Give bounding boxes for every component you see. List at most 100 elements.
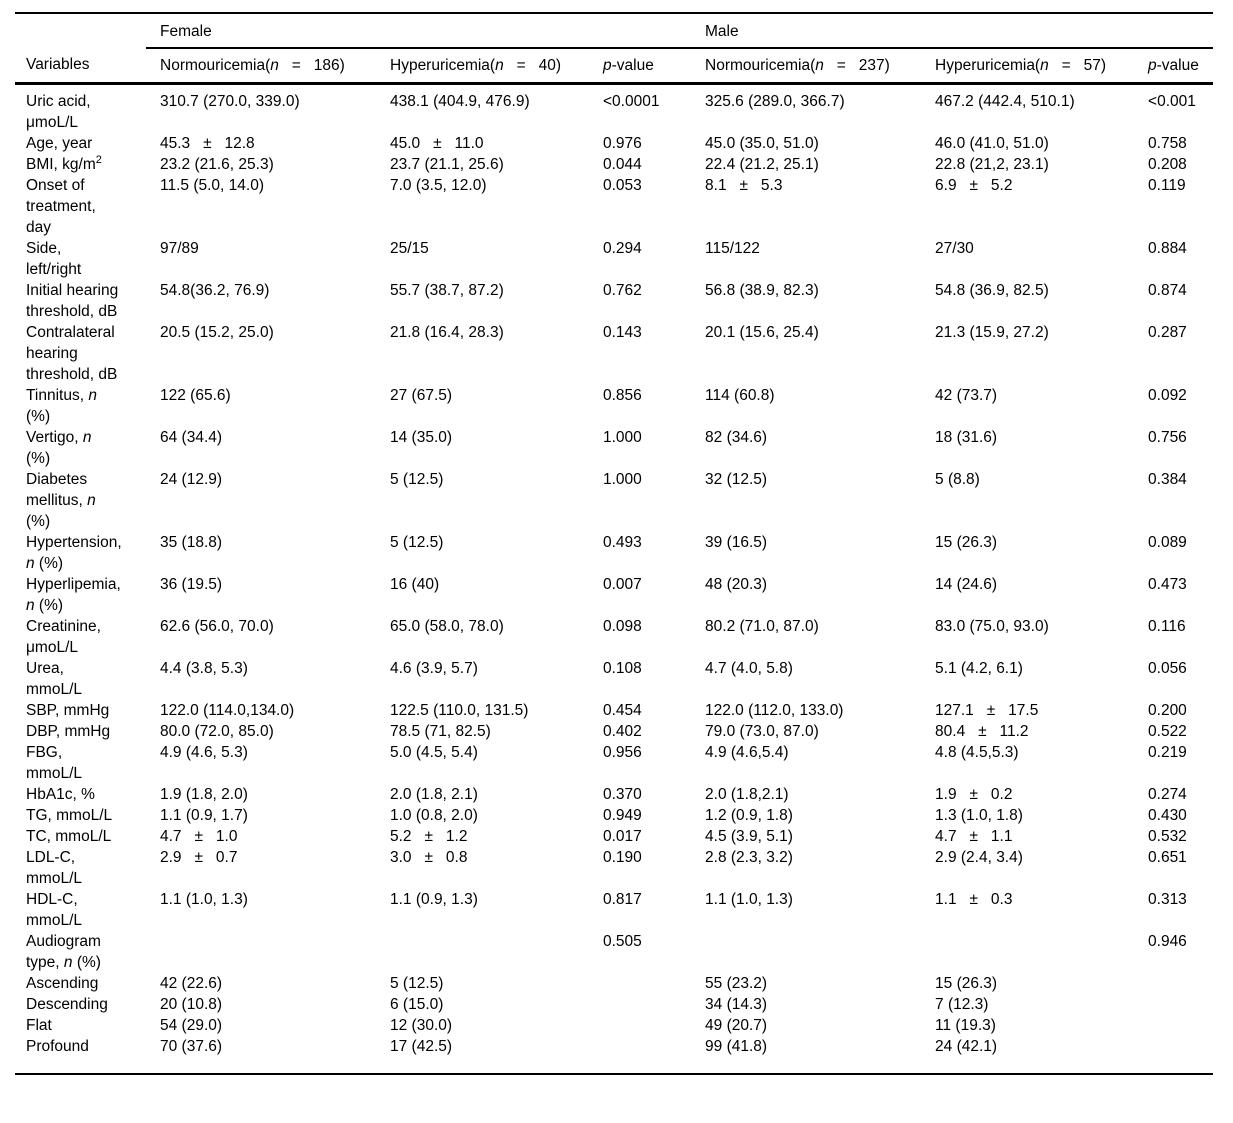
normouricemia-male-cell: 325.6 (289.0, 366.7) <box>705 93 845 110</box>
normouricemia-male-cell: 1.2 (0.9, 1.8) <box>705 807 793 824</box>
column-header-hyperuricemia-female: Hyperuricemia(n = 40) <box>390 48 603 85</box>
table-row: Profound 70 (37.6) 17 (42.5) 99 (41.8) 24 (4… <box>15 1036 1213 1074</box>
hyperuricemia-male-cell: 24 (42.1) <box>935 1038 998 1055</box>
pvalue-female-cell: 0.949 <box>603 807 642 824</box>
variable-cell: BMI, kg/m2 <box>26 153 102 173</box>
normouricemia-male-cell: 4.7 (4.0, 5.8) <box>705 660 793 677</box>
table-row: SBP, mmHg 122.0 (114.0,134.0) 122.5 (110.0… <box>15 700 1213 721</box>
normouricemia-female-cell: 42 (22.6) <box>160 975 223 992</box>
normouricemia-female-cell: 24 (12.9) <box>160 471 223 488</box>
hyperuricemia-male-cell: 22.8 (21,2, 23.1) <box>935 156 1049 173</box>
normouricemia-female-cell: 1.1 (0.9, 1.7) <box>160 807 248 824</box>
hyperuricemia-female-cell: 4.6 (3.9, 5.7) <box>390 660 478 677</box>
hyperuricemia-female-cell: 23.7 (21.1, 25.6) <box>390 156 504 173</box>
hyperuricemia-female-cell: 438.1 (404.9, 476.9) <box>390 93 530 110</box>
normouricemia-female-cell: 1.9 (1.8, 2.0) <box>160 786 248 803</box>
normouricemia-female-cell <box>146 931 390 973</box>
pvalue-female-cell: 0.454 <box>603 702 642 719</box>
table-row: BMI, kg/m2 23.2 (21.6, 25.3) 23.7 (21.1, 2… <box>15 154 1213 175</box>
normouricemia-male-cell: 49 (20.7) <box>705 1017 768 1034</box>
pvalue-male-cell: 0.274 <box>1148 786 1187 803</box>
column-header-hyperuricemia-male: Hyperuricemia(n = 57) <box>935 48 1149 85</box>
pvalue-female-cell: 0.143 <box>603 324 642 341</box>
pvalue-male-cell: 0.287 <box>1148 324 1187 341</box>
hyperuricemia-male-cell: 54.8 (36.9, 82.5) <box>935 282 1049 299</box>
variable-cell: Audiogram type, n (%) <box>26 933 101 971</box>
pvalue-male-cell: 0.384 <box>1148 471 1187 488</box>
hyperuricemia-female-cell: 16 (40) <box>390 576 440 593</box>
normouricemia-female-cell: 36 (19.5) <box>160 576 223 593</box>
variable-cell: Age, year <box>26 135 93 152</box>
normouricemia-female-cell: 97/89 <box>160 240 199 257</box>
pvalue-female-cell: 1.000 <box>603 471 642 488</box>
hyperuricemia-female-cell: 5 (12.5) <box>390 534 444 551</box>
hyperuricemia-male-cell: 21.3 (15.9, 27.2) <box>935 324 1049 341</box>
variable-cell: Contralateral hearing threshold, dB <box>26 324 118 383</box>
normouricemia-female-cell: 23.2 (21.6, 25.3) <box>160 156 274 173</box>
pvalue-male-cell: 0.884 <box>1148 240 1187 257</box>
normouricemia-female-cell: 310.7 (270.0, 339.0) <box>160 93 300 110</box>
hyperuricemia-male-cell: 42 (73.7) <box>935 387 998 404</box>
table-row: DBP, mmHg 80.0 (72.0, 85.0) 78.5 (71, 82.5… <box>15 721 1213 742</box>
hyperuricemia-female-cell: 12 (30.0) <box>390 1017 453 1034</box>
pvalue-female-cell: 0.108 <box>603 660 642 677</box>
hyperuricemia-female-cell: 6 (15.0) <box>390 996 444 1013</box>
hyperuricemia-male-cell: 14 (24.6) <box>935 576 998 593</box>
table-row: Age, year 45.3 ± 12.8 45.0 ± 11.0 0.976 45.0… <box>15 133 1213 154</box>
normouricemia-female-cell: 45.3 ± 12.8 <box>160 135 255 152</box>
hyperuricemia-male-cell: 18 (31.6) <box>935 429 998 446</box>
table-row: Flat 54 (29.0) 12 (30.0) 49 (20.7) 11 (19.3) <box>15 1015 1213 1036</box>
pvalue-female-cell: 1.000 <box>603 429 642 446</box>
variable-cell: Vertigo, n (%) <box>26 429 92 467</box>
pvalue-female-cell: 0.190 <box>603 849 642 866</box>
hyperuricemia-female-cell: 17 (42.5) <box>390 1038 453 1055</box>
hyperuricemia-female-cell: 21.8 (16.4, 28.3) <box>390 324 504 341</box>
normouricemia-male-cell: 82 (34.6) <box>705 429 768 446</box>
hyperuricemia-female-cell: 1.0 (0.8, 2.0) <box>390 807 478 824</box>
variable-cell: DBP, mmHg <box>26 723 111 740</box>
variable-cell: Hyperlipemia, n (%) <box>26 576 121 614</box>
hyperuricemia-female-cell: 65.0 (58.0, 78.0) <box>390 618 504 635</box>
hyperuricemia-male-cell: 4.8 (4.5,5.3) <box>935 744 1019 761</box>
normouricemia-male-cell: 1.1 (1.0, 1.3) <box>705 891 793 908</box>
normouricemia-male-cell: 32 (12.5) <box>705 471 768 488</box>
pvalue-male-cell: 0.208 <box>1148 156 1187 173</box>
normouricemia-male-cell: 99 (41.8) <box>705 1038 768 1055</box>
hyperuricemia-male-cell: 15 (26.3) <box>935 975 998 992</box>
normouricemia-female-cell: 64 (34.4) <box>160 429 223 446</box>
pvalue-female-cell: 0.098 <box>603 618 642 635</box>
pvalue-male-cell: 0.116 <box>1148 618 1186 635</box>
hyperuricemia-male-cell: 15 (26.3) <box>935 534 998 551</box>
normouricemia-female-cell: 2.9 ± 0.7 <box>160 849 238 866</box>
hyperuricemia-male-cell: 2.9 (2.4, 3.4) <box>935 849 1023 866</box>
pvalue-female-cell: <0.0001 <box>603 93 660 110</box>
table-row: TG, mmoL/L 1.1 (0.9, 1.7) 1.0 (0.8, 2.0) 0.… <box>15 805 1213 826</box>
pvalue-female-cell: 0.294 <box>603 240 642 257</box>
table-row: Initial hearing threshold, dB 54.8(36.2, … <box>15 280 1213 322</box>
variable-cell: HbA1c, % <box>26 786 95 803</box>
normouricemia-male-cell: 4.9 (4.6,5.4) <box>705 744 789 761</box>
hyperuricemia-male-cell: 1.9 ± 0.2 <box>935 786 1013 803</box>
pvalue-female-cell: 0.956 <box>603 744 642 761</box>
table-row: Hypertension, n (%) 35 (18.8) 5 (12.5) 0.49… <box>15 532 1213 574</box>
pvalue-female-cell <box>603 994 691 1015</box>
column-header-normouricemia-female: Normouricemia(n = 186) <box>146 48 390 85</box>
normouricemia-male-cell: 22.4 (21.2, 25.1) <box>705 156 819 173</box>
hyperuricemia-female-cell: 5.2 ± 1.2 <box>390 828 468 845</box>
column-header-normouricemia-male: Normouricemia(n = 237) <box>691 48 936 85</box>
hyperuricemia-female-cell: 25/15 <box>390 240 429 257</box>
hyperuricemia-male-cell: 127.1 ± 17.5 <box>935 702 1039 719</box>
hyperuricemia-female-cell <box>390 931 603 973</box>
table-row: FBG, mmoL/L 4.9 (4.6, 5.3) 5.0 (4.5, 5.4) 0… <box>15 742 1213 784</box>
table-row: Contralateral hearing threshold, dB 20.5 … <box>15 322 1213 385</box>
variable-cell: LDL-C, mmoL/L <box>26 849 82 887</box>
pvalue-male-cell: 0.430 <box>1148 807 1187 824</box>
pvalue-female-cell: 0.856 <box>603 387 642 404</box>
normouricemia-male-cell: 2.8 (2.3, 3.2) <box>705 849 793 866</box>
table-row: Descending 20 (10.8) 6 (15.0) 34 (14.3) 7 (1… <box>15 994 1213 1015</box>
group-header-spacer <box>15 13 146 48</box>
pvalue-female-cell: 0.976 <box>603 135 642 152</box>
pvalue-male-cell <box>1148 1015 1213 1036</box>
normouricemia-male-cell: 39 (16.5) <box>705 534 768 551</box>
hyperuricemia-female-cell: 27 (67.5) <box>390 387 453 404</box>
